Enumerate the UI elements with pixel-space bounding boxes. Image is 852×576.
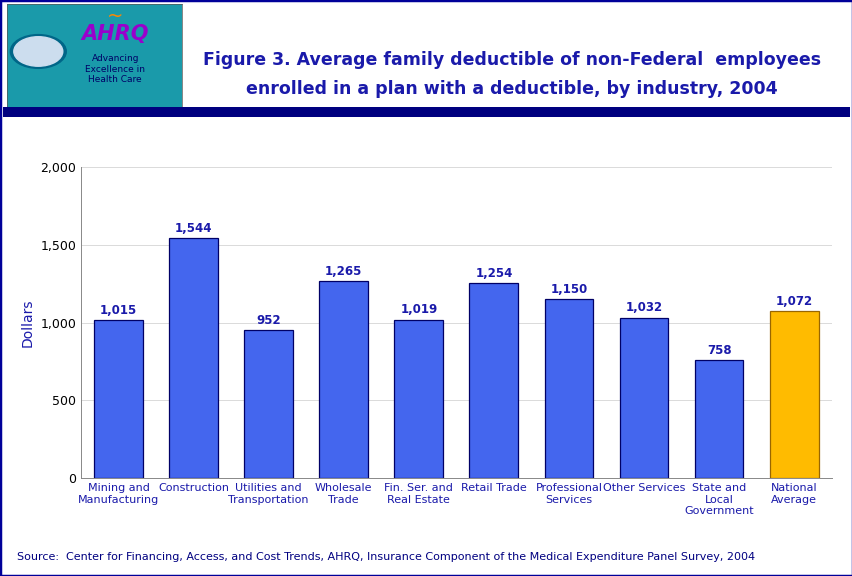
Bar — [544, 300, 593, 478]
Text: 1,254: 1,254 — [475, 267, 512, 280]
Text: enrolled in a plan with a deductible, by industry, 2004: enrolled in a plan with a deductible, by… — [245, 80, 777, 98]
Text: 1,032: 1,032 — [625, 301, 662, 314]
Text: 1,019: 1,019 — [400, 304, 437, 316]
Text: Source:  Center for Financing, Access, and Cost Trends, AHRQ, Insurance Componen: Source: Center for Financing, Access, an… — [17, 552, 754, 562]
Bar — [319, 281, 368, 478]
Text: 1,265: 1,265 — [325, 265, 362, 278]
Text: 1,015: 1,015 — [100, 304, 137, 317]
Bar — [469, 283, 518, 478]
Bar — [769, 312, 818, 478]
Text: 952: 952 — [256, 314, 280, 327]
Text: Advancing
Excellence in
Health Care: Advancing Excellence in Health Care — [85, 55, 145, 84]
Bar — [619, 317, 668, 478]
Text: Figure 3. Average family deductible of non-Federal  employees: Figure 3. Average family deductible of n… — [203, 51, 820, 70]
Bar — [169, 238, 218, 478]
Text: 1,150: 1,150 — [550, 283, 587, 296]
Circle shape — [14, 37, 63, 66]
Text: ~: ~ — [107, 7, 124, 26]
Text: 758: 758 — [706, 344, 730, 357]
Text: AHRQ: AHRQ — [82, 24, 149, 44]
Bar — [244, 330, 293, 478]
Text: 1,544: 1,544 — [175, 222, 212, 235]
Bar — [94, 320, 143, 478]
Circle shape — [10, 35, 66, 69]
Text: 1,072: 1,072 — [774, 295, 812, 308]
Bar — [694, 360, 743, 478]
Y-axis label: Dollars: Dollars — [20, 298, 35, 347]
Bar — [394, 320, 443, 478]
